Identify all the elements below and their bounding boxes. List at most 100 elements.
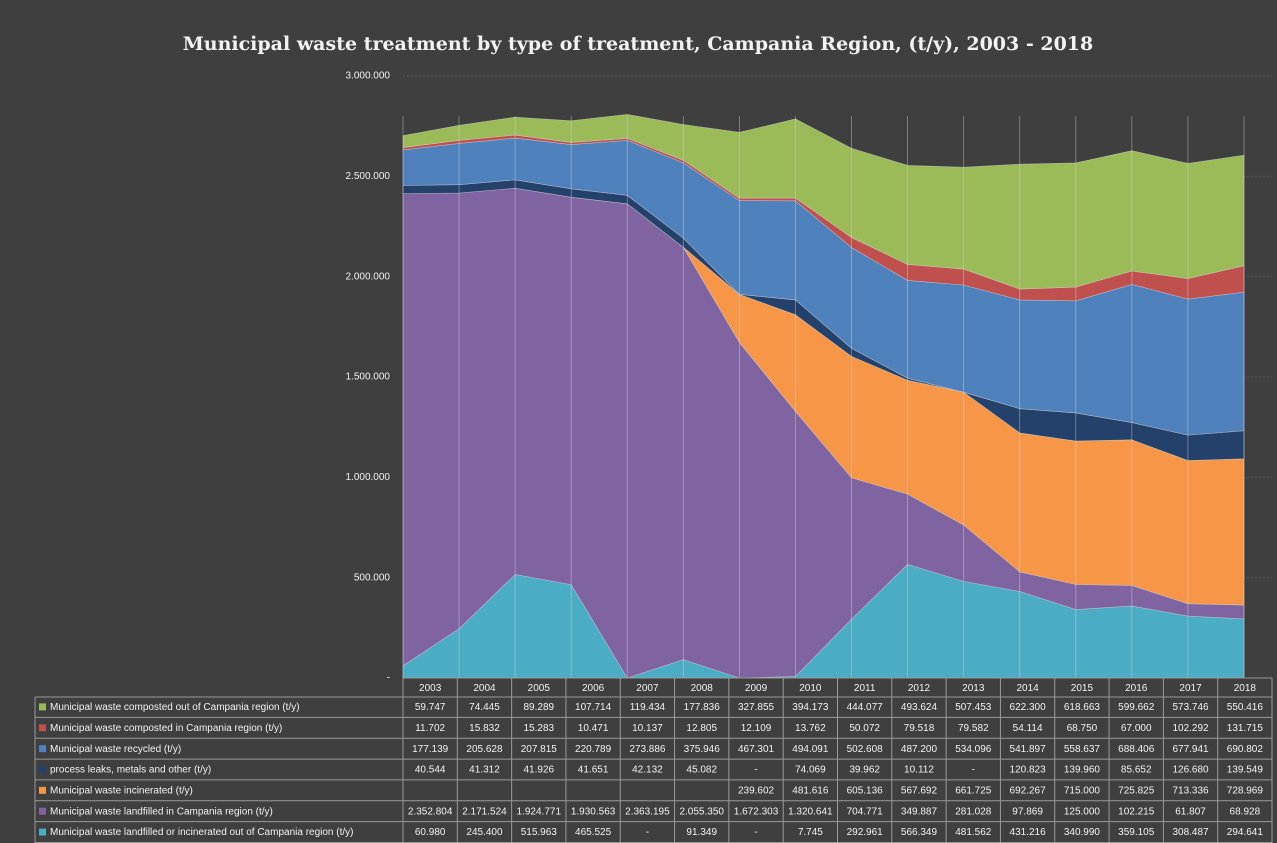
- legend-marker: [39, 724, 46, 732]
- table-cell: -: [646, 827, 649, 838]
- table-cell: -: [972, 765, 975, 776]
- table-cell: 107.714: [575, 702, 612, 713]
- table-cell: -: [754, 765, 757, 776]
- table-cell: 688.406: [1118, 744, 1155, 755]
- table-cell: 97.869: [1012, 806, 1043, 817]
- table-cell: 558.637: [1064, 744, 1101, 755]
- x-tick-label: 2009: [745, 683, 768, 694]
- table-cell: 42.132: [632, 765, 663, 776]
- table-cell: 41.312: [469, 765, 500, 776]
- table-cell: 177.139: [412, 744, 449, 755]
- y-tick-label: 2.000.000: [346, 271, 391, 282]
- table-cell: 50.072: [849, 723, 880, 734]
- table-cell: 2.055.350: [679, 806, 724, 817]
- table-cell: 1.930.563: [571, 806, 616, 817]
- table-cell: 2.363.195: [625, 806, 670, 817]
- table-cell: 15.283: [523, 723, 554, 734]
- table-cell: 618.663: [1064, 702, 1101, 713]
- table-cell: 125.000: [1064, 806, 1101, 817]
- legend-label: Municipal waste landfilled in Campania r…: [50, 806, 273, 817]
- table-cell: 79.518: [904, 723, 935, 734]
- table-cell: 15.832: [469, 723, 500, 734]
- table-cell: 690.802: [1227, 744, 1264, 755]
- table-cell: 54.114: [1013, 723, 1043, 734]
- table-cell: 502.608: [847, 744, 884, 755]
- table-cell: 89.289: [523, 702, 554, 713]
- table-cell: 394.173: [792, 702, 829, 713]
- table-cell: 102.215: [1118, 806, 1155, 817]
- table-cell: 327.855: [738, 702, 775, 713]
- table-cell: 139.960: [1064, 765, 1101, 776]
- x-tick-label: 2006: [582, 683, 605, 694]
- table-cell: 245.400: [466, 827, 503, 838]
- table-cell: 444.077: [847, 702, 884, 713]
- table-cell: 550.416: [1227, 702, 1264, 713]
- table-cell: 677.941: [1172, 744, 1209, 755]
- table-cell: 85.652: [1121, 765, 1152, 776]
- table-cell: 79.582: [958, 723, 989, 734]
- table-cell: 541.897: [1010, 744, 1047, 755]
- table-cell: 120.823: [1010, 765, 1047, 776]
- table-cell: -: [754, 827, 757, 838]
- table-cell: 102.292: [1172, 723, 1209, 734]
- x-tick-label: 2017: [1179, 683, 1202, 694]
- table-cell: 7.745: [798, 827, 823, 838]
- table-cell: 725.825: [1118, 785, 1155, 796]
- x-tick-label: 2012: [908, 683, 931, 694]
- table-cell: 487.200: [901, 744, 938, 755]
- table-cell: 45.082: [686, 765, 717, 776]
- table-cell: 431.216: [1010, 827, 1047, 838]
- table-cell: 41.926: [523, 765, 554, 776]
- table-cell: 1.672.303: [734, 806, 779, 817]
- x-tick-label: 2010: [799, 683, 822, 694]
- table-cell: 481.616: [792, 785, 829, 796]
- table-cell: 728.969: [1227, 785, 1264, 796]
- table-cell: 10.137: [632, 723, 663, 734]
- x-tick-label: 2016: [1125, 683, 1148, 694]
- y-tick-label: 500.000: [354, 572, 391, 583]
- table-cell: 292.961: [847, 827, 884, 838]
- legend-marker: [39, 745, 46, 753]
- table-cell: 534.096: [955, 744, 992, 755]
- table-cell: 573.746: [1172, 702, 1209, 713]
- legend-label: Municipal waste composted out of Campani…: [50, 702, 300, 713]
- table-cell: 220.789: [575, 744, 612, 755]
- table-cell: 294.641: [1227, 827, 1264, 838]
- y-tick-label: 1.000.000: [346, 472, 391, 483]
- table-cell: 340.990: [1064, 827, 1101, 838]
- table-cell: 467.301: [738, 744, 775, 755]
- table-cell: 74.445: [469, 702, 500, 713]
- y-tick-label: 2.500.000: [346, 171, 391, 182]
- table-cell: 715.000: [1064, 785, 1101, 796]
- table-cell: 599.662: [1118, 702, 1155, 713]
- x-tick-label: 2004: [473, 683, 496, 694]
- table-cell: 692.267: [1010, 785, 1047, 796]
- table-cell: 68.928: [1230, 806, 1261, 817]
- x-tick-label: 2013: [962, 683, 985, 694]
- y-tick-label: 3.000.000: [346, 71, 391, 82]
- table-cell: 359.105: [1118, 827, 1155, 838]
- table-cell: 493.624: [901, 702, 938, 713]
- table-cell: 61.807: [1175, 806, 1206, 817]
- table-cell: 1.320.641: [788, 806, 833, 817]
- legend-label: Municipal waste recycled (t/y): [50, 744, 181, 755]
- table-cell: 273.886: [629, 744, 666, 755]
- y-tick-label: 1.500.000: [346, 372, 391, 383]
- legend-marker: [39, 786, 46, 794]
- table-cell: 515.963: [521, 827, 558, 838]
- table-cell: 661.725: [955, 785, 992, 796]
- table-cell: 566.349: [901, 827, 938, 838]
- table-cell: 2.171.524: [462, 806, 507, 817]
- table-cell: 465.525: [575, 827, 612, 838]
- table-cell: 68.750: [1067, 723, 1098, 734]
- table-cell: 131.715: [1227, 723, 1264, 734]
- x-tick-label: 2018: [1234, 683, 1257, 694]
- x-tick-label: 2005: [528, 683, 551, 694]
- table-cell: 41.651: [578, 765, 609, 776]
- table-cell: 281.028: [955, 806, 992, 817]
- table-cell: 74.069: [795, 765, 826, 776]
- table-cell: 11.702: [415, 723, 445, 734]
- table-cell: 207.815: [521, 744, 558, 755]
- x-tick-label: 2014: [1016, 683, 1039, 694]
- table-cell: 119.434: [630, 702, 666, 713]
